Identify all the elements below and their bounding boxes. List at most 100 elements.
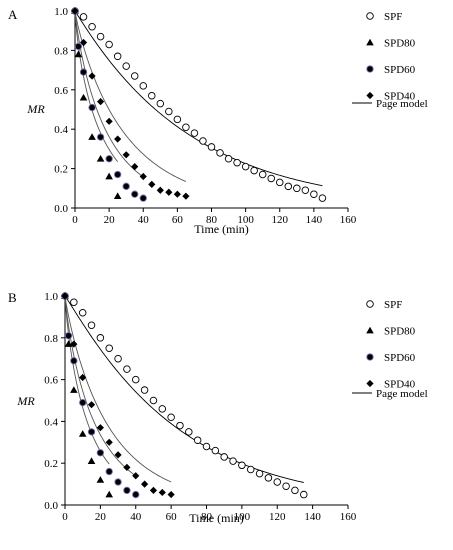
data-point	[202, 442, 211, 451]
data-point	[96, 32, 105, 41]
data-point	[131, 163, 139, 171]
legend-label: SPD80	[384, 326, 416, 338]
legend-label: SPD80	[384, 38, 416, 50]
data-point	[87, 321, 96, 330]
data-point	[114, 478, 122, 486]
x-axis-label: Time (min)	[194, 222, 249, 236]
data-point	[88, 133, 96, 140]
x-tick-label: 140	[304, 511, 321, 523]
data-point	[193, 436, 202, 444]
y-tick-label: 1.0	[54, 6, 68, 18]
legend-label: SPF	[384, 11, 402, 23]
x-tick-label: 20	[95, 511, 107, 523]
data-point	[114, 170, 122, 179]
y-tick-label: 0.0	[44, 500, 58, 512]
data-point	[282, 482, 290, 490]
x-tick-label: 60	[172, 214, 184, 226]
x-axis-label: Time (min)	[189, 511, 244, 525]
data-point	[79, 398, 87, 407]
data-point	[79, 38, 88, 47]
data-point	[71, 7, 79, 15]
data-point	[74, 50, 83, 58]
data-point	[267, 174, 275, 183]
data-point	[123, 463, 131, 471]
chart-panel-b: B 0.0 0.2 0.4 0.6 0.8 1.0 0 20 40 60 80 100 120 140 160…	[8, 290, 428, 525]
data-point	[88, 72, 96, 80]
data-point	[105, 490, 114, 498]
x-tick-label: 0	[72, 214, 78, 226]
legend-label: Page model	[376, 98, 428, 110]
chart-panel-a: A 0.0 0.2 0.4 0.6 0.8 1.0 0 20 40 60 80 100 120 140 160…	[8, 6, 428, 236]
y-axis-label: MR	[26, 102, 45, 116]
data-point	[88, 23, 96, 31]
page-model-curve	[64, 295, 304, 483]
data-point	[220, 453, 228, 461]
data-point	[207, 143, 216, 151]
legend-marker	[366, 353, 374, 361]
data-point	[79, 13, 88, 21]
legend-label: SPD40	[384, 91, 416, 103]
data-point	[96, 98, 105, 106]
data-point	[96, 449, 105, 457]
data-point	[122, 182, 130, 190]
y-axis-label: MR	[16, 394, 35, 408]
y-tick-label: 0.2	[44, 458, 58, 470]
data-point	[173, 190, 181, 198]
data-point	[167, 413, 175, 421]
series-spf	[61, 292, 308, 499]
y-tick-label: 0.6	[54, 85, 68, 97]
y-tick-label: 0.0	[54, 203, 68, 215]
data-point	[165, 188, 173, 196]
page-model-curve	[74, 10, 144, 178]
data-point	[87, 457, 96, 464]
data-point	[79, 68, 88, 76]
data-point	[105, 155, 113, 163]
data-point	[96, 424, 104, 432]
data-point	[318, 194, 327, 202]
data-point	[70, 340, 78, 348]
data-point	[238, 461, 246, 470]
data-point	[88, 103, 96, 112]
data-point	[139, 82, 147, 90]
data-point	[123, 486, 131, 495]
page-model-curve	[74, 10, 119, 162]
data-point	[78, 430, 87, 437]
data-point	[96, 154, 105, 162]
page-model-curve	[74, 10, 323, 187]
data-point	[233, 158, 241, 167]
x-tick-label: 100	[234, 511, 251, 523]
data-point	[182, 192, 190, 200]
x-tick-label: 160	[340, 214, 357, 226]
legend-marker	[366, 326, 374, 334]
data-point	[105, 438, 113, 446]
x-tick-label: 80	[206, 214, 218, 226]
legend-label: Page model	[376, 388, 428, 400]
data-point	[264, 474, 273, 482]
legend-label: SPD60	[384, 352, 416, 364]
data-point	[148, 91, 156, 100]
panel-letter: B	[8, 290, 17, 305]
data-point	[190, 129, 199, 137]
series-spd60	[71, 7, 147, 202]
legend-marker	[366, 38, 374, 46]
data-point	[241, 162, 250, 171]
data-point	[131, 190, 139, 198]
data-point	[284, 182, 293, 191]
data-point	[130, 72, 139, 80]
data-point	[167, 490, 175, 499]
data-point	[114, 135, 122, 143]
data-point	[258, 170, 267, 179]
panel-letter: A	[8, 7, 18, 22]
data-point	[131, 375, 140, 384]
data-point	[300, 490, 308, 499]
series-spf	[71, 7, 327, 202]
data-point	[224, 154, 233, 163]
data-point	[87, 428, 96, 436]
data-point	[78, 308, 87, 317]
legend-marker	[366, 12, 374, 20]
y-tick-label: 0.4	[54, 124, 68, 136]
data-point	[114, 354, 122, 363]
x-tick-label: 20	[104, 214, 116, 226]
